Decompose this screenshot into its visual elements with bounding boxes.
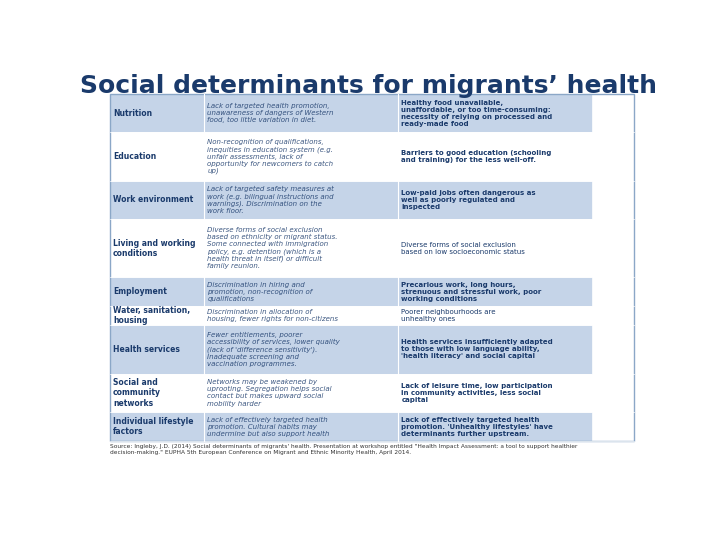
Text: Networks may be weakened by
uprooting. Segregation helps social
contact but make: Networks may be weakened by uprooting. S… (207, 379, 332, 407)
Text: Education: Education (113, 152, 156, 161)
Bar (204, 374, 398, 412)
Bar (398, 181, 592, 219)
Text: Diverse forms of social exclusion
based on ethnicity or migrant status.
Some con: Diverse forms of social exclusion based … (207, 227, 338, 269)
Bar (398, 277, 592, 306)
Bar (109, 326, 204, 374)
Text: Non-recognition of qualifications,
inequities in education system (e.g.
unfair a: Non-recognition of qualifications, inequ… (207, 139, 333, 174)
Text: Source: Ingleby, J.D. (2014) Social determinants of migrants' health. Presentati: Source: Ingleby, J.D. (2014) Social dete… (109, 444, 577, 455)
Bar (204, 181, 398, 219)
Bar (109, 374, 204, 412)
Text: Social determinants for migrants’ health: Social determinants for migrants’ health (81, 74, 657, 98)
Text: Precarious work, long hours,
strenuous and stressful work, poor
working conditio: Precarious work, long hours, strenuous a… (401, 282, 541, 302)
Bar (204, 277, 398, 306)
Bar (204, 94, 398, 132)
Text: Lack of targeted safety measures at
work (e.g. bilingual instructions and
warnin: Lack of targeted safety measures at work… (207, 186, 334, 214)
Text: Living and working
conditions: Living and working conditions (113, 239, 195, 258)
Text: Fewer entitlements, poorer
accessibility of services, lower quality
(lack of 'di: Fewer entitlements, poorer accessibility… (207, 332, 340, 367)
Bar (204, 326, 398, 374)
Text: Health services insufficiently adapted
to those with low language ability,
'heal: Health services insufficiently adapted t… (401, 340, 553, 360)
Text: Lack of targeted health promotion,
unawareness of dangers of Western
food, too l: Lack of targeted health promotion, unawa… (207, 103, 334, 123)
Bar (109, 277, 204, 306)
Bar (109, 181, 204, 219)
Text: Health services: Health services (113, 345, 180, 354)
Bar (204, 219, 398, 277)
Bar (109, 94, 634, 441)
Bar (204, 306, 398, 326)
Bar (398, 306, 592, 326)
Bar (204, 412, 398, 441)
Bar (398, 326, 592, 374)
Bar (109, 412, 204, 441)
Bar (398, 132, 592, 181)
Text: Lack of effectively targeted health
promotion. Cultural habits may
undermine but: Lack of effectively targeted health prom… (207, 416, 330, 437)
Text: Nutrition: Nutrition (113, 109, 152, 118)
Text: Barriers to good education (schooling
and training) for the less well-off.: Barriers to good education (schooling an… (401, 150, 552, 163)
Text: Diverse forms of social exclusion
based on low socioeconomic status: Diverse forms of social exclusion based … (401, 242, 525, 255)
Text: Poorer neighbourhoods are
unhealthy ones: Poorer neighbourhoods are unhealthy ones (401, 309, 496, 322)
Text: Water, sanitation,
housing: Water, sanitation, housing (113, 306, 190, 326)
Bar (109, 306, 204, 326)
Bar (109, 94, 204, 132)
Text: Lack of effectively targeted health
promotion. 'Unhealthy lifestyles' have
deter: Lack of effectively targeted health prom… (401, 417, 553, 437)
Text: Individual lifestyle
factors: Individual lifestyle factors (113, 417, 194, 436)
Bar (109, 219, 204, 277)
Bar (398, 94, 592, 132)
Bar (204, 132, 398, 181)
Text: Lack of leisure time, low participation
in community activities, less social
cap: Lack of leisure time, low participation … (401, 383, 553, 403)
Text: Work environment: Work environment (113, 195, 193, 205)
Text: Low-paid jobs often dangerous as
well as poorly regulated and
inspected: Low-paid jobs often dangerous as well as… (401, 190, 536, 210)
Bar (398, 412, 592, 441)
Text: Healthy food unavailable,
unaffordable, or too time-consuming:
necessity of rely: Healthy food unavailable, unaffordable, … (401, 100, 553, 127)
Text: Social and
community
networks: Social and community networks (113, 378, 161, 408)
Bar (109, 132, 204, 181)
Text: Discrimination in allocation of
housing, fewer rights for non-citizens: Discrimination in allocation of housing,… (207, 309, 338, 322)
Text: Employment: Employment (113, 287, 167, 296)
Text: Discrimination in hiring and
promotion, non-recognition of
qualifications: Discrimination in hiring and promotion, … (207, 281, 312, 302)
Bar (398, 374, 592, 412)
Bar (398, 219, 592, 277)
